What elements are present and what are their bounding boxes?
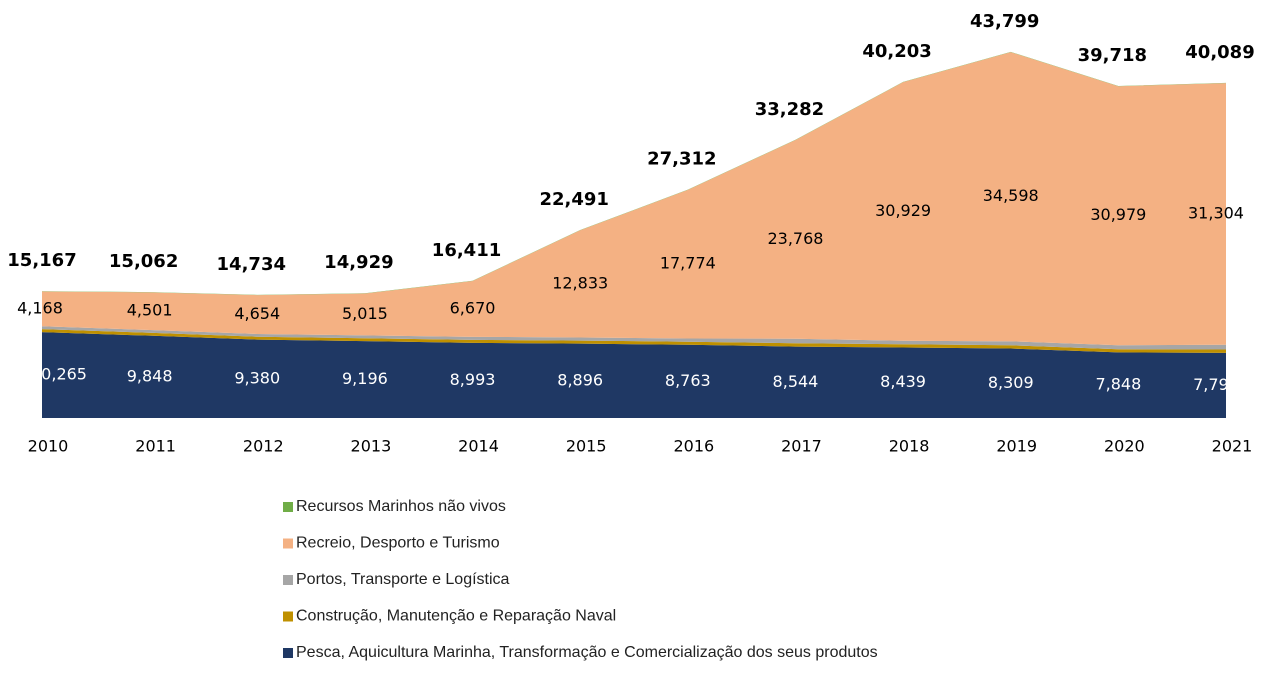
area (42, 326, 1226, 350)
data-label: 4,654 (234, 304, 280, 323)
data-label: 9,848 (127, 366, 173, 385)
data-label: 8,993 (450, 370, 496, 389)
total-label: 43,799 (970, 11, 1039, 32)
data-label: 7,796 (1193, 375, 1239, 394)
data-label: 8,544 (773, 372, 819, 391)
legend-label: Recreio, Desporto e Turismo (296, 535, 500, 552)
x-tick-label: 2015 (566, 437, 607, 456)
x-tick-label: 2014 (458, 437, 499, 456)
x-tick-label: 2019 (996, 437, 1037, 456)
data-label: 30,979 (1090, 205, 1146, 224)
legend-label: Portos, Transporte e Logística (296, 571, 510, 588)
total-label: 16,411 (432, 240, 501, 261)
x-tick-label: 2018 (889, 437, 930, 456)
total-label: 33,282 (755, 99, 824, 120)
x-tick-label: 2010 (28, 437, 69, 456)
data-label: 4,168 (17, 298, 63, 317)
data-label: 4,501 (127, 301, 173, 320)
x-tick-label: 2021 (1212, 437, 1253, 456)
total-label: 15,062 (109, 251, 178, 272)
data-label: 31,304 (1188, 203, 1244, 222)
legend-label: Construção, Manutenção e Reparação Naval (296, 608, 616, 625)
total-label: 14,734 (217, 254, 286, 275)
x-tick-label: 2013 (351, 437, 392, 456)
area (42, 332, 1226, 418)
x-tick-label: 2016 (673, 437, 714, 456)
data-label: 12,833 (552, 273, 608, 292)
data-label: 5,015 (342, 304, 388, 323)
legend-label: Pesca, Aquicultura Marinha, Transformaçã… (296, 644, 878, 661)
area (42, 52, 1226, 346)
x-tick-label: 2020 (1104, 437, 1145, 456)
legend-swatch (283, 575, 293, 585)
total-label: 22,491 (539, 189, 608, 210)
x-tick-label: 2017 (781, 437, 822, 456)
total-label: 40,089 (1185, 42, 1254, 63)
data-label: 6,670 (450, 298, 496, 317)
total-label: 15,167 (7, 250, 76, 271)
data-label: 30,929 (875, 201, 931, 220)
data-label: 9,380 (234, 368, 280, 387)
legend-label: Recursos Marinhos não vivos (296, 498, 506, 515)
data-label: 17,774 (660, 254, 716, 273)
data-label: 23,768 (767, 229, 823, 248)
data-label: 7,848 (1095, 375, 1141, 394)
total-label: 40,203 (862, 41, 931, 62)
legend-swatch (283, 538, 293, 549)
total-label: 39,718 (1078, 45, 1147, 66)
total-label: 14,929 (324, 252, 393, 273)
x-tick-label: 2011 (135, 437, 176, 456)
x-tick-label: 2012 (243, 437, 284, 456)
data-label: 8,439 (880, 372, 926, 391)
legend-swatch (283, 611, 293, 622)
data-label: 34,598 (983, 186, 1039, 205)
area (42, 329, 1226, 353)
legend-swatch (283, 648, 293, 658)
total-label: 27,312 (647, 149, 716, 170)
data-label: 8,309 (988, 373, 1034, 392)
data-label: 8,763 (665, 371, 711, 390)
legend-swatch (283, 502, 293, 512)
data-label: 8,896 (557, 370, 603, 389)
data-label: 9,196 (342, 369, 388, 388)
data-label: 10,265 (31, 365, 87, 384)
